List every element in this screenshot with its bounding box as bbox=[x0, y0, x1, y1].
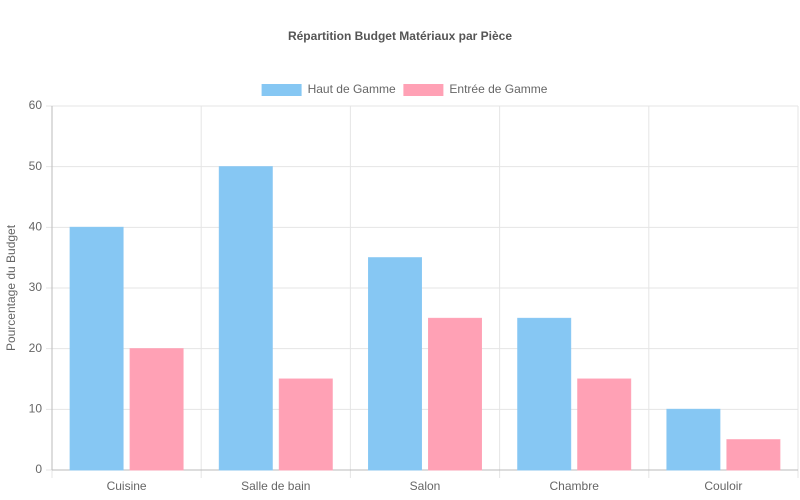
y-tick-label: 50 bbox=[29, 159, 43, 173]
y-tick-label: 10 bbox=[29, 402, 43, 416]
bar bbox=[517, 317, 572, 471]
legend-swatch bbox=[261, 84, 302, 96]
bar bbox=[428, 317, 482, 471]
bar bbox=[218, 166, 273, 471]
y-tick-label: 40 bbox=[29, 220, 43, 234]
y-axis-label: Pourcentage du Budget bbox=[4, 224, 18, 351]
legend-label: Entrée de Gamme bbox=[449, 82, 547, 96]
legend-label: Haut de Gamme bbox=[308, 82, 396, 96]
x-tick-label: Salon bbox=[410, 479, 441, 493]
y-tick-label: 60 bbox=[29, 98, 43, 112]
x-tick-label: Salle de bain bbox=[241, 479, 310, 493]
bar bbox=[368, 257, 422, 471]
legend-swatch bbox=[403, 84, 444, 96]
y-tick-label: 20 bbox=[29, 341, 43, 355]
chart-title: Répartition Budget Matériaux par Pièce bbox=[288, 29, 512, 43]
bar bbox=[278, 378, 333, 471]
bar bbox=[577, 378, 632, 471]
x-tick-label: Cuisine bbox=[107, 479, 147, 493]
x-tick-label: Couloir bbox=[704, 479, 742, 493]
x-tick-label: Chambre bbox=[550, 479, 600, 493]
bar bbox=[726, 439, 781, 471]
y-tick-label: 0 bbox=[35, 462, 42, 476]
bar bbox=[129, 348, 184, 471]
y-tick-label: 30 bbox=[29, 280, 43, 294]
bar bbox=[69, 226, 124, 471]
bar bbox=[666, 408, 721, 471]
